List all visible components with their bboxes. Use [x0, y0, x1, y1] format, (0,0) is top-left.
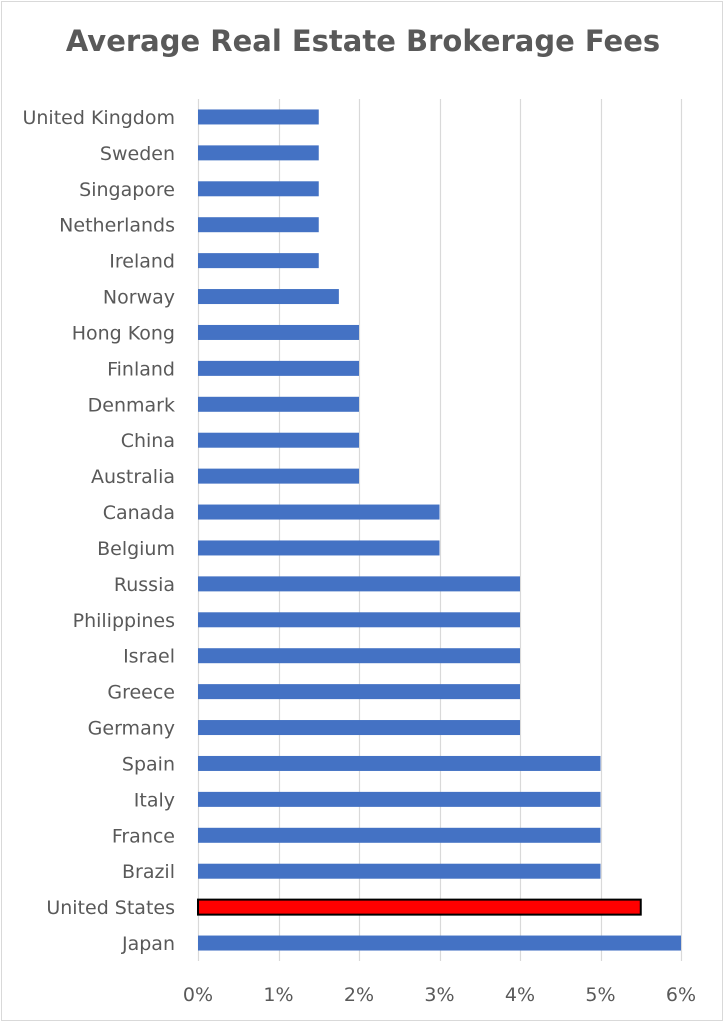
x-tick-label: 5% — [585, 984, 615, 1006]
bar — [198, 109, 319, 125]
category-label: France — [112, 825, 175, 847]
category-label: Hong Kong — [72, 322, 175, 344]
bar — [198, 253, 319, 269]
x-tick-label: 0% — [183, 984, 213, 1006]
bar — [198, 396, 359, 412]
bar — [198, 791, 601, 807]
bar — [198, 576, 520, 592]
bar — [198, 863, 601, 879]
chart-title: Average Real Estate Brokerage Fees — [65, 24, 661, 58]
category-label: Ireland — [109, 251, 175, 273]
x-tick-label: 3% — [424, 984, 454, 1006]
category-label: Finland — [107, 358, 175, 380]
category-label: Norway — [103, 287, 175, 309]
category-label: Netherlands — [59, 215, 175, 237]
bar — [198, 612, 520, 628]
category-label: Japan — [121, 933, 175, 955]
bar — [198, 935, 681, 951]
category-label: Greece — [107, 682, 175, 704]
bar — [198, 468, 359, 484]
category-label: United States — [46, 897, 175, 919]
category-label: Canada — [103, 502, 175, 524]
x-tick-label: 6% — [666, 984, 696, 1006]
category-label: United Kingdom — [22, 107, 175, 129]
bar — [198, 360, 359, 376]
bar — [198, 827, 601, 843]
category-label: Australia — [91, 466, 175, 488]
bar — [198, 217, 319, 233]
bar — [198, 648, 520, 664]
category-label: Brazil — [122, 861, 175, 883]
x-tick-label: 4% — [505, 984, 535, 1006]
category-label: Philippines — [73, 610, 175, 632]
category-label: Israel — [123, 646, 175, 668]
bar — [198, 540, 440, 556]
bar — [197, 898, 642, 916]
x-tick-label: 1% — [263, 984, 293, 1006]
bar — [198, 145, 319, 161]
category-label: Spain — [122, 753, 175, 775]
bar — [198, 289, 339, 305]
bar — [198, 755, 601, 771]
category-label: Germany — [88, 718, 175, 740]
category-label: Russia — [114, 574, 175, 596]
bar — [198, 684, 520, 700]
bar — [198, 720, 520, 736]
bar — [198, 432, 359, 448]
category-label: Denmark — [88, 394, 175, 416]
bar — [198, 181, 319, 197]
bar — [198, 324, 359, 340]
category-label: Belgium — [97, 538, 175, 560]
bar — [198, 504, 440, 520]
category-label: Italy — [134, 789, 175, 811]
category-label: Sweden — [100, 143, 175, 165]
x-tick-label: 2% — [344, 984, 374, 1006]
category-label: Singapore — [79, 179, 175, 201]
category-label: China — [121, 430, 175, 452]
